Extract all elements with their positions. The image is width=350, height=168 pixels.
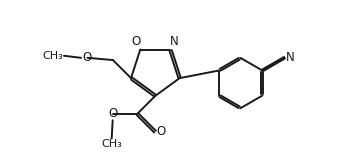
Text: N: N (286, 51, 294, 64)
Text: O: O (108, 107, 117, 120)
Text: O: O (83, 51, 92, 64)
Text: O: O (132, 35, 141, 48)
Text: CH₃: CH₃ (42, 51, 63, 61)
Text: N: N (170, 35, 178, 48)
Text: CH₃: CH₃ (101, 139, 122, 150)
Text: O: O (156, 125, 166, 138)
